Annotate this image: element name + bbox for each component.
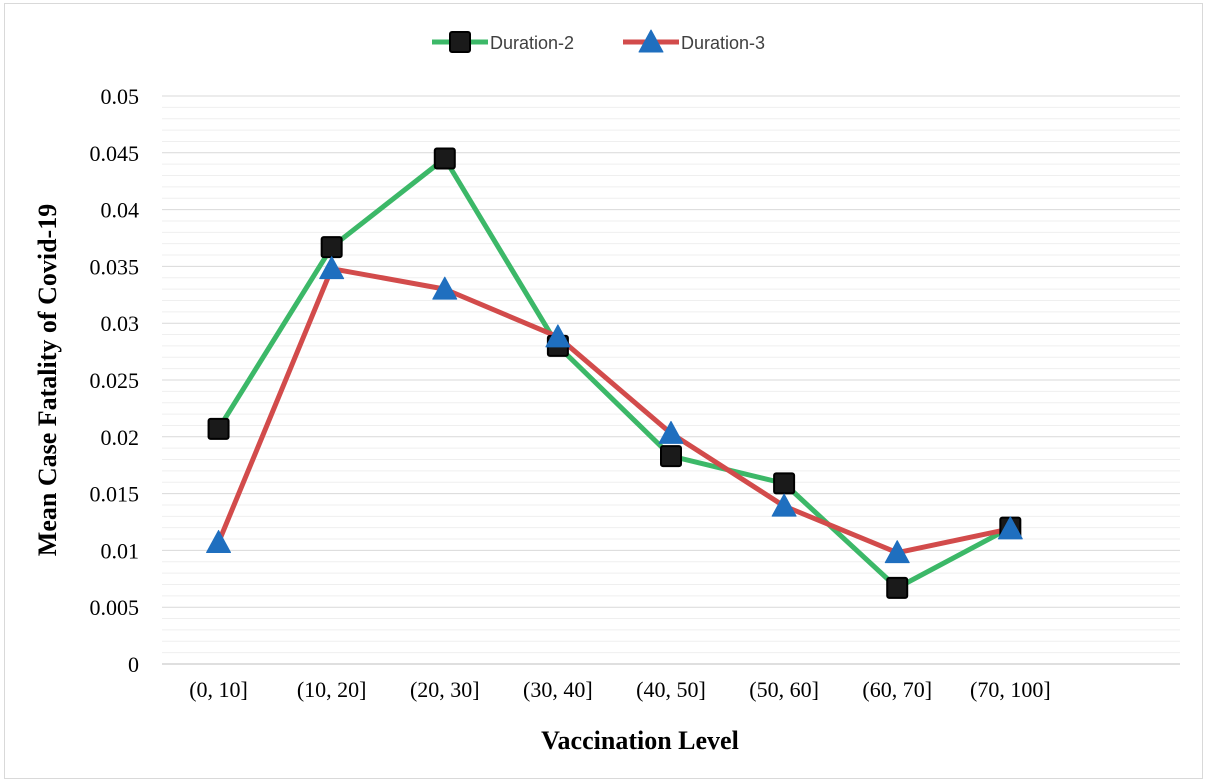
x-tick-label: (60, 70] <box>862 677 932 702</box>
legend-label: Duration-2 <box>490 33 574 53</box>
y-tick-label: 0.025 <box>90 368 140 393</box>
legend-swatch-marker <box>449 31 471 53</box>
y-tick-label: 0.04 <box>101 198 140 223</box>
x-tick-label: (0, 10] <box>189 677 248 702</box>
data-point-series-2 <box>658 420 684 444</box>
data-point-series-2 <box>206 529 232 553</box>
x-tick-label: (50, 60] <box>749 677 819 702</box>
y-tick-label: 0.015 <box>90 482 140 507</box>
data-point-series-1 <box>433 147 456 170</box>
data-point-series-1 <box>886 576 909 599</box>
legend: Duration-2 Duration-3 <box>432 29 765 53</box>
data-point-series-1 <box>773 472 796 495</box>
x-tick-label: (20, 30] <box>410 677 480 702</box>
x-tick-label: (40, 50] <box>636 677 706 702</box>
y-tick-label: 0.03 <box>101 311 140 336</box>
legend-swatch-marker <box>638 29 664 53</box>
gridlines <box>162 95 1180 665</box>
x-tick-label: (30, 40] <box>523 677 593 702</box>
data-point-series-2 <box>884 540 910 564</box>
data-point-series-1 <box>660 445 682 468</box>
series-line-1 <box>216 155 1013 591</box>
data-point-series-1 <box>207 417 230 440</box>
y-tick-label: 0.05 <box>101 84 140 109</box>
x-axis-label: Vaccination Level <box>541 726 739 755</box>
data-point-series-2 <box>771 493 797 517</box>
y-tick-label: 0.02 <box>101 425 140 450</box>
legend-label: Duration-3 <box>681 33 765 53</box>
y-tick-label: 0 <box>128 652 139 677</box>
data-point-series-1 <box>320 236 343 259</box>
x-tick-label: (10, 20] <box>297 677 367 702</box>
y-axis-label: Mean Case Fatality of Covid-19 <box>33 204 62 556</box>
data-point-series-2 <box>432 276 458 300</box>
series-line-2 <box>216 266 1013 556</box>
y-tick-label: 0.045 <box>90 141 140 166</box>
data-point-series-2 <box>997 516 1023 540</box>
y-tick-label: 0.01 <box>101 538 140 563</box>
x-tick-label: (70, 100] <box>970 677 1051 702</box>
x-axis-ticks: (0, 10] (10, 20] (20, 30] (30, 40] (40, 50] (… <box>189 677 1050 702</box>
data-point-series-2 <box>545 324 571 348</box>
series-lines <box>216 155 1013 591</box>
series-markers <box>206 147 1023 599</box>
data-point-series-2 <box>319 256 345 280</box>
y-axis-ticks: 0 0.005 0.01 0.015 0.02 0.025 0.03 0.035 0.04 0.0… <box>90 84 140 677</box>
y-tick-label: 0.035 <box>90 254 140 279</box>
y-tick-label: 0.005 <box>90 595 140 620</box>
